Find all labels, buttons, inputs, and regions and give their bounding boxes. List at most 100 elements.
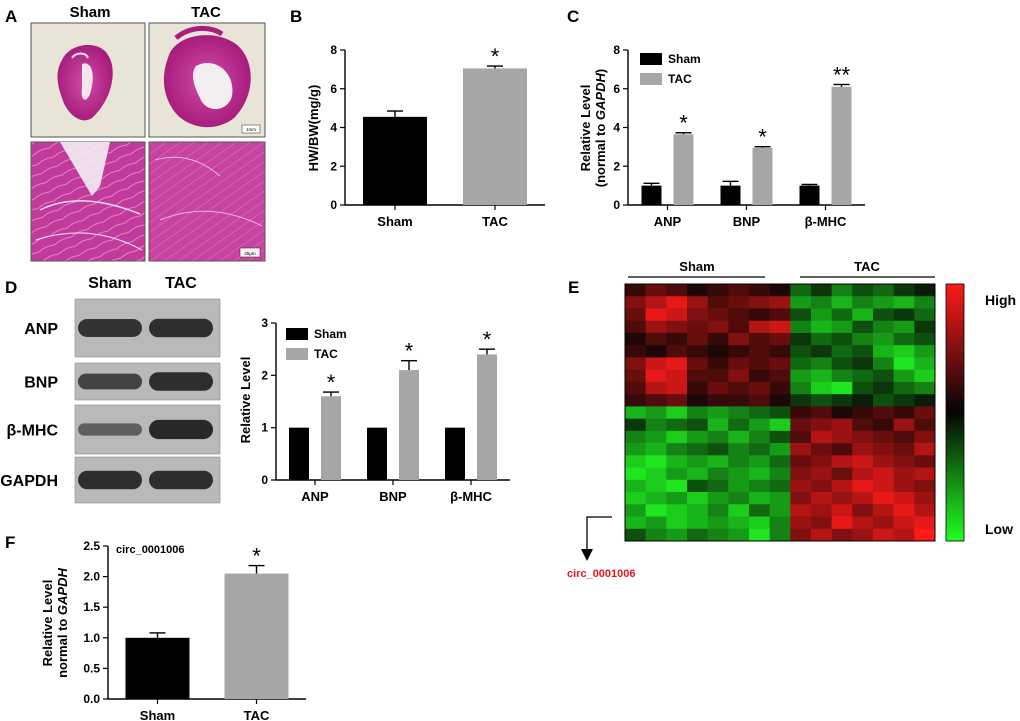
panel-c: C Relative Level (normal to GAPDH) 0 2 4 6 8… [567, 7, 865, 229]
heatmap-cell [831, 369, 853, 383]
heatmap-cell [852, 406, 874, 419]
panel-d-legend-label: TAC [314, 347, 338, 361]
heatmap-cell [707, 504, 729, 517]
panel-d-y-tick-label: 3 [261, 316, 268, 330]
heatmap-cell [873, 455, 894, 468]
heatmap-cell [914, 430, 936, 444]
heatmap-cell [893, 284, 915, 297]
heatmap-cell [873, 296, 894, 309]
heatmap-cell [707, 492, 729, 505]
heatmap-cell [893, 504, 915, 517]
heatmap-cell [873, 443, 894, 456]
heatmap-cell [914, 394, 936, 407]
heatmap-cell [811, 443, 832, 456]
heatmap-cell [893, 394, 915, 407]
heatmap-cell [728, 516, 750, 530]
heatmap-cell [831, 345, 853, 358]
heatmap-cell [666, 308, 688, 322]
heatmap-cell [687, 455, 708, 468]
heatmap-cell [645, 284, 667, 297]
heatmap-cell [645, 345, 667, 358]
blot-band-tac [149, 419, 213, 440]
heatmap-cell [914, 381, 936, 395]
heatmap-cell [749, 332, 770, 346]
heatmap-cell [749, 479, 770, 493]
heatmap-cell [687, 443, 708, 456]
heatmap-cell [749, 492, 770, 505]
heatmap-cell [790, 381, 812, 395]
heatmap-cell [893, 296, 915, 309]
heatmap-cell [769, 320, 791, 334]
heatmap-cell [769, 381, 791, 395]
blot-band-tac [149, 372, 213, 391]
heatmap-cell [914, 504, 936, 517]
heatmap-cell [893, 320, 915, 334]
heatmap-cell [728, 443, 750, 456]
panel-c-y-tick-label: 4 [613, 121, 620, 135]
heatmap-cell [914, 332, 936, 346]
heatmap-cell [893, 308, 915, 322]
panel-e-label: E [568, 278, 579, 297]
heatmap-cell [707, 528, 729, 542]
heatmap-cell [645, 455, 667, 468]
heatmap-cell [728, 381, 750, 395]
heatmap-cell [893, 381, 915, 395]
heatmap-cell [811, 467, 832, 481]
heatmap-cell [728, 394, 750, 407]
heatmap-cell [645, 406, 667, 419]
panel-d-sham-label: Sham [88, 275, 132, 292]
heatmap-cell [645, 443, 667, 456]
heatmap-cell [707, 284, 729, 297]
heatmap-cell [811, 296, 832, 309]
heatmap-cell [790, 504, 812, 517]
panel-e-tac-label: TAC [854, 259, 880, 274]
heatmap-cell [852, 357, 874, 370]
heatmap-cell [687, 381, 708, 395]
heatmap-cell [666, 455, 688, 468]
heatmap-cell [873, 492, 894, 505]
blot-band-tac [149, 470, 213, 490]
heatmap-cell [873, 528, 894, 542]
heatmap-cell [749, 381, 770, 395]
panel-c-legend-label: TAC [668, 72, 692, 86]
heatmap-cell [625, 504, 646, 517]
heatmap-cell [873, 357, 894, 370]
heatmap-cell [707, 345, 729, 358]
heatmap-cell [831, 284, 853, 297]
heatmap-cell [831, 320, 853, 334]
heatmap-cell [893, 492, 915, 505]
panel-d-bar-sham [289, 427, 309, 480]
panel-b-y-axis-label: HW/BW(mg/g) [306, 85, 321, 172]
heatmap-cell [707, 357, 729, 370]
panel-d-bar-chart: 0 1 2 3 * ANP * BNP * β-MHC Sham TAC [261, 316, 510, 504]
heatmap-cell [645, 492, 667, 505]
heatmap-cell [893, 467, 915, 481]
heatmap-cell [893, 430, 915, 444]
heatmap-cell [893, 455, 915, 468]
heatmap-border [624, 283, 936, 542]
heatmap-cell [914, 528, 936, 542]
heatmap-cell [687, 430, 708, 444]
heatmap-cell [645, 430, 667, 444]
heatmap-cell [666, 369, 688, 383]
heatmap-cell [790, 406, 812, 419]
heatmap-cell [707, 369, 729, 383]
heatmap-cell [707, 381, 729, 395]
heatmap-cell [873, 308, 894, 322]
heatmap-cell [852, 418, 874, 432]
heatmap-cell [811, 320, 832, 334]
panel-f-y-tick-label: 1.0 [83, 631, 100, 645]
heatmap-cell [687, 528, 708, 542]
heatmap-cell [687, 308, 708, 322]
panel-d-y-axis-label: Relative Level [238, 357, 253, 444]
heatmap-cell [666, 430, 688, 444]
heatmap-cell [687, 345, 708, 358]
heatmap-cell [666, 516, 688, 530]
heatmap-cell [728, 504, 750, 517]
heatmap-cell [831, 296, 853, 309]
heatmap-cell [852, 479, 874, 493]
panel-c-legend-swatch-sham [640, 53, 662, 65]
heatmap-cell [811, 345, 832, 358]
panel-d-x-tick-label: BNP [379, 489, 407, 504]
heatmap-cell [666, 479, 688, 493]
